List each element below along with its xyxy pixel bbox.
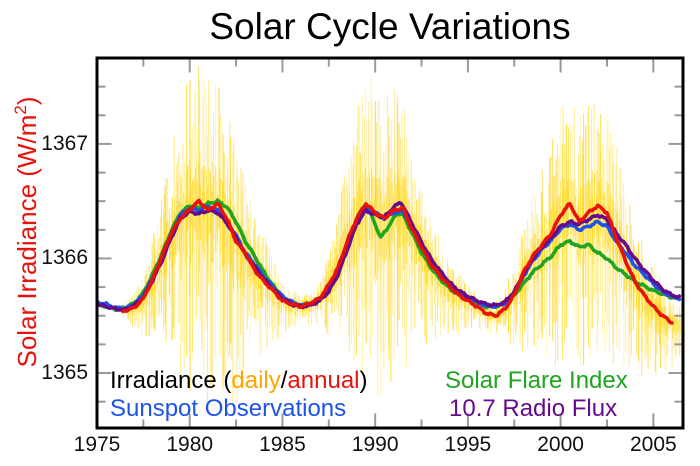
y-axis-label: Solar Irradiance (W/m2) — [11, 97, 43, 368]
daily-irradiance-series — [120, 66, 682, 404]
x-tick-label: 1995 — [444, 433, 492, 456]
plot-frame — [95, 56, 685, 430]
y-axis-label-superscript: 2 — [11, 105, 31, 115]
y-axis-label-close: ) — [11, 96, 42, 106]
radio-flux-line — [98, 201, 682, 312]
x-tick-label: 1990 — [351, 433, 399, 456]
chart-title: Solar Cycle Variations — [209, 6, 571, 47]
legend-irradiance-annual: annual — [287, 367, 360, 394]
legend-sunspot-observations: Sunspot Observations — [110, 395, 347, 422]
legend-irradiance-daily: daily — [231, 367, 281, 394]
y-tick-label: 1365 — [41, 361, 88, 384]
y-tick-label: 1366 — [41, 246, 88, 270]
legend-irradiance: Irradiance (daily/annual) — [110, 367, 368, 395]
legend-solar-flare-index: Solar Flare Index — [445, 367, 628, 394]
x-tick-label: 2000 — [537, 433, 584, 456]
annual-irradiance-line — [121, 198, 674, 325]
legend-irradiance-prefix: Irradiance ( — [110, 367, 232, 394]
y-axis-label-text: Solar Irradiance (W/m — [11, 114, 42, 368]
legend-radio-flux: 10.7 Radio Flux — [449, 395, 618, 422]
x-tick-label: 1985 — [259, 433, 306, 456]
y-tick-label: 1367 — [41, 131, 88, 155]
x-tick-label: 1975 — [73, 433, 121, 456]
legend-irradiance-suffix: ) — [359, 367, 368, 394]
legend-irradiance-slash: / — [280, 367, 288, 394]
x-tick-label: 2005 — [629, 433, 677, 456]
x-tick-label: 1980 — [166, 433, 214, 456]
